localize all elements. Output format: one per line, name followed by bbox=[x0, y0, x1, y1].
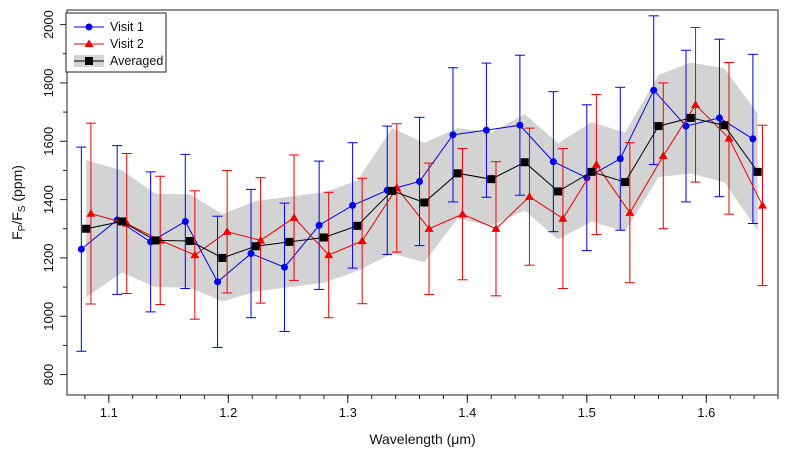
data-point bbox=[724, 133, 734, 142]
y-axis-title-sub-s: S bbox=[17, 205, 28, 212]
data-point bbox=[591, 160, 601, 168]
data-point bbox=[315, 221, 323, 229]
data-point bbox=[654, 122, 663, 131]
data-point bbox=[625, 208, 635, 216]
data-point bbox=[482, 126, 490, 134]
data-point bbox=[324, 250, 334, 259]
data-point bbox=[524, 192, 534, 200]
data-point bbox=[82, 224, 91, 233]
data-point bbox=[658, 151, 668, 159]
data-point bbox=[349, 201, 357, 209]
y-tick-label: 1400 bbox=[41, 185, 56, 214]
legend-label-visit-2: Visit 2 bbox=[110, 37, 144, 51]
legend-label-visit-1: Visit 1 bbox=[110, 20, 144, 34]
series-averaged bbox=[82, 113, 762, 262]
data-point bbox=[587, 167, 596, 176]
data-point bbox=[549, 158, 557, 166]
y-tick-label: 800 bbox=[41, 364, 56, 386]
legend-marker-visit-2 bbox=[84, 39, 94, 47]
y-axis-title-main: F bbox=[9, 231, 25, 240]
data-point bbox=[289, 213, 299, 221]
data-point bbox=[449, 131, 457, 139]
data-point bbox=[520, 158, 529, 167]
data-point bbox=[757, 200, 767, 209]
legend-label-averaged: Averaged bbox=[110, 54, 163, 68]
x-tick-label: 1.6 bbox=[697, 405, 715, 420]
x-tick-label: 1.5 bbox=[578, 405, 596, 420]
x-axis: 1.1 1.2 1.3 1.4 1.5 1.6 bbox=[84, 395, 779, 420]
y-tick-label: 1200 bbox=[41, 243, 56, 272]
y-tick-label: 1000 bbox=[41, 302, 56, 331]
y-axis: 800 1000 1200 1400 1600 1800 2000 bbox=[41, 10, 67, 385]
legend-marker-averaged bbox=[85, 57, 93, 65]
x-tick-label: 1.2 bbox=[219, 405, 237, 420]
data-point bbox=[222, 227, 232, 235]
data-point bbox=[691, 100, 701, 108]
legend: Visit 1 Visit 2 Averaged bbox=[65, 12, 167, 73]
y-tick-label: 2000 bbox=[41, 10, 56, 39]
data-point bbox=[558, 214, 568, 222]
data-point bbox=[181, 217, 189, 225]
data-point bbox=[214, 278, 222, 286]
data-point bbox=[686, 113, 695, 122]
data-point bbox=[491, 224, 501, 232]
data-point bbox=[117, 217, 126, 226]
data-point bbox=[280, 263, 288, 271]
data-point bbox=[190, 250, 200, 259]
data-point bbox=[487, 175, 496, 184]
series-layer bbox=[76, 15, 768, 352]
data-point bbox=[424, 224, 434, 232]
x-axis-title: Wavelength (μm) bbox=[369, 431, 475, 447]
data-point bbox=[416, 178, 424, 185]
data-point bbox=[516, 121, 524, 129]
data-point bbox=[749, 135, 757, 143]
data-point bbox=[285, 237, 294, 246]
data-point bbox=[650, 86, 658, 94]
y-tick-label: 1800 bbox=[41, 68, 56, 97]
data-point bbox=[247, 250, 255, 258]
plot-frame bbox=[66, 9, 779, 396]
data-point bbox=[621, 178, 630, 187]
data-point bbox=[715, 114, 723, 122]
legend-marker-visit-1 bbox=[85, 23, 93, 31]
data-point bbox=[357, 236, 367, 245]
data-point bbox=[554, 187, 563, 196]
y-tick-label: 1600 bbox=[41, 127, 56, 156]
y-axis-title-sub-p: P bbox=[17, 224, 28, 231]
data-point bbox=[616, 155, 624, 163]
x-tick-label: 1.3 bbox=[339, 405, 357, 420]
data-point bbox=[77, 245, 85, 253]
data-point bbox=[353, 221, 362, 230]
data-point bbox=[453, 169, 462, 178]
data-point bbox=[720, 121, 729, 130]
y-axis-title-unit: (ppm) bbox=[9, 165, 25, 205]
data-point bbox=[753, 167, 762, 176]
data-point bbox=[388, 186, 397, 195]
data-point bbox=[251, 242, 260, 251]
x-tick-label: 1.1 bbox=[100, 405, 118, 420]
data-point bbox=[151, 236, 160, 245]
data-point bbox=[458, 209, 468, 218]
y-axis-title-mid: /F bbox=[9, 212, 25, 224]
series-visit-2 bbox=[85, 27, 768, 320]
data-point bbox=[186, 237, 195, 245]
data-point bbox=[420, 198, 429, 207]
data-point bbox=[218, 253, 227, 262]
data-point bbox=[682, 122, 690, 130]
x-tick-label: 1.4 bbox=[458, 405, 476, 420]
y-axis-title: FP/FS (ppm) bbox=[9, 165, 28, 240]
data-point bbox=[86, 209, 96, 217]
data-point bbox=[319, 233, 328, 242]
data-point bbox=[256, 235, 266, 244]
